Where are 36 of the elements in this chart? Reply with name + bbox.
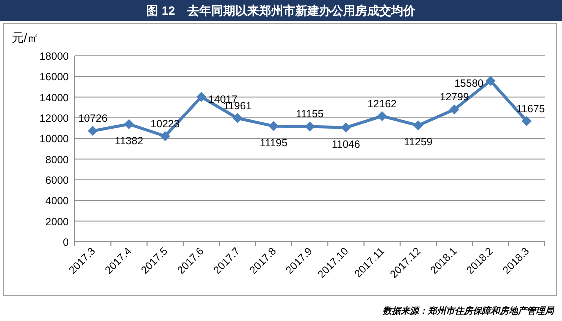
data-label: 12799	[440, 92, 470, 104]
point	[305, 122, 315, 132]
y-tick-label: 2000	[46, 216, 70, 228]
data-label: 10726	[78, 113, 108, 126]
data-label: 15580	[454, 78, 484, 90]
point	[413, 120, 424, 131]
point	[232, 113, 243, 124]
data-label: 12162	[368, 98, 397, 110]
point	[196, 92, 207, 102]
y-tick-label: 0	[63, 237, 70, 249]
data-label: 11259	[404, 136, 433, 149]
point	[377, 111, 388, 122]
point	[341, 122, 352, 133]
y-tick-label: 18000	[40, 51, 70, 63]
point	[88, 126, 98, 136]
data-label: 11195	[260, 137, 288, 150]
point	[486, 76, 496, 86]
chart-title: 图 12 去年同期以来郑州市新建办公用房成交均价	[146, 4, 416, 18]
y-tick-label: 10000	[40, 134, 70, 146]
y-tick-label: 8000	[46, 154, 70, 166]
point	[522, 116, 532, 126]
y-tick-label: 6000	[46, 175, 70, 187]
point	[124, 119, 134, 130]
y-axis-title: 元/㎡	[12, 31, 40, 45]
point	[268, 121, 279, 132]
data-label: 11155	[296, 108, 324, 121]
data-label: 11046	[332, 138, 360, 151]
y-tick-label: 4000	[46, 196, 70, 208]
data-label: 11675	[516, 103, 546, 116]
data-label: 11382	[115, 135, 144, 148]
point	[160, 131, 170, 142]
point	[450, 104, 460, 115]
y-tick-label: 14000	[40, 92, 70, 104]
source-note: 数据来源：郑州市住房保障和房地产管理局	[382, 306, 555, 316]
y-tick-label: 12000	[40, 113, 70, 125]
y-tick-label: 16000	[40, 72, 70, 84]
